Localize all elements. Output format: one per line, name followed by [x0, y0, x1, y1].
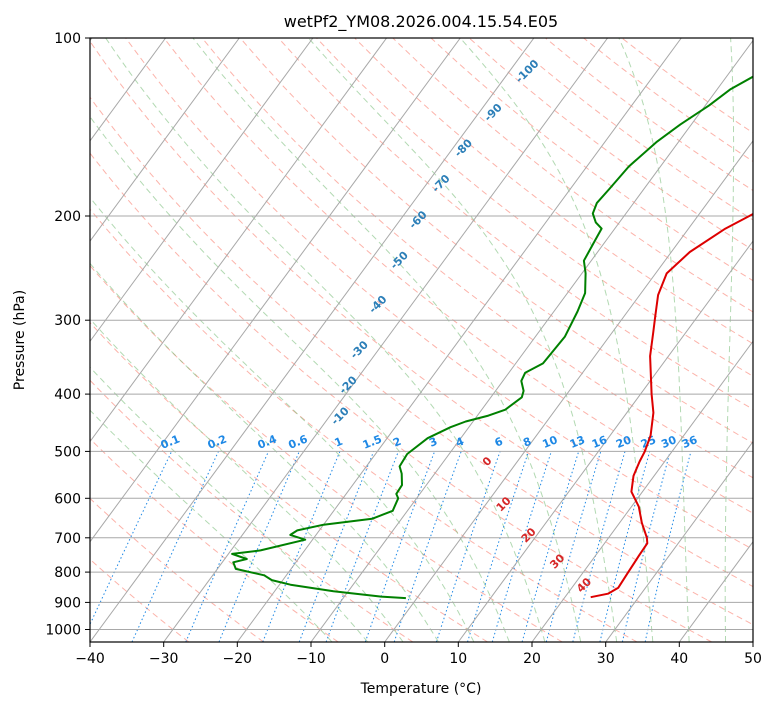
- mixing-ratio-label: 20: [614, 433, 633, 451]
- mixing-ratio-label: 3: [427, 435, 439, 450]
- isotherm-gridline: [90, 38, 388, 443]
- mixing-ratio-line: [545, 451, 602, 642]
- moist-adiabat-line: [105, 38, 546, 642]
- moist-adiabat-line: [90, 262, 439, 642]
- mixing-ratio-line: [621, 451, 671, 642]
- mixing-ratio-line: [185, 451, 269, 642]
- dry-adiabat-line: [90, 40, 753, 588]
- y-axis-ticks: 1000 900 800 700 600 500 400 300 200 100: [45, 31, 90, 639]
- plot-frame: [89, 37, 754, 643]
- mixing-ratio-label: 10: [540, 433, 559, 451]
- isotherm-gridline: [90, 38, 535, 642]
- y-tick-label: 900: [54, 595, 81, 611]
- y-tick-label: 1000: [45, 623, 81, 639]
- mixing-ratio-line: [599, 451, 651, 642]
- dry-adiabat-line: [278, 38, 753, 410]
- mixing-ratio-line: [364, 451, 436, 642]
- dry-adiabat-line: [316, 38, 753, 377]
- chart-title: wetPf2_YM08.2026.004.15.54.E05: [284, 12, 558, 32]
- mixing-ratio-line: [218, 451, 300, 642]
- mixing-ratio-line: [467, 451, 530, 642]
- moist-adiabat-line: [308, 38, 618, 642]
- isotherm-gridline: [90, 38, 314, 343]
- mixing-ratio-label: 13: [568, 433, 587, 451]
- dry-adiabat-line: [90, 208, 638, 642]
- moist-adiabat-line: [90, 318, 404, 642]
- x-tick-label: −10: [296, 651, 326, 667]
- mixing-ratio-line: [572, 451, 626, 642]
- isotherm-gridline: [90, 38, 167, 142]
- mixing-ratio-label: 36: [680, 433, 699, 451]
- moist-adiabat-line: [192, 38, 582, 642]
- mixing-ratio-label: 16: [590, 433, 609, 451]
- mixing-ratio-label: 30: [659, 433, 678, 451]
- isotherm-gridline: [531, 340, 753, 642]
- y-tick-label: 500: [54, 444, 81, 460]
- mixing-ratio-line: [325, 451, 399, 642]
- y-tick-label: 600: [54, 491, 81, 507]
- x-tick-label: 50: [744, 651, 762, 667]
- isotherm-gridline: [163, 38, 609, 642]
- dry-adiabat-line: [163, 38, 753, 514]
- isotherm-gridline: [605, 440, 753, 642]
- isotherm-gridline: [384, 140, 753, 642]
- x-axis-label: Temperature (°C): [360, 681, 482, 697]
- y-tick-label: 300: [54, 313, 81, 329]
- dewpoint-profile-line: [231, 75, 753, 600]
- x-tick-label: −20: [223, 651, 253, 667]
- mixing-ratio-line: [298, 451, 375, 642]
- x-tick-label: −30: [149, 651, 179, 667]
- x-tick-label: 20: [523, 651, 541, 667]
- isotherm-gridline: [457, 240, 753, 642]
- moist-adiabat-line: [459, 38, 654, 642]
- temperature-profile-line: [590, 212, 753, 599]
- moist-adiabat-line: [618, 38, 690, 642]
- mixing-ratio-line: [521, 451, 580, 642]
- y-tick-label: 100: [54, 31, 81, 47]
- y-tick-label: 200: [54, 209, 81, 225]
- dry-adiabat-line: [354, 38, 753, 345]
- dry-adiabat-line: [90, 264, 563, 642]
- y-tick-label: 800: [54, 565, 81, 581]
- x-tick-label: 40: [670, 651, 688, 667]
- mixing-ratio-label: 8: [521, 435, 533, 450]
- isotherm-gridline: [90, 38, 240, 242]
- dry-adiabat-line: [90, 96, 753, 626]
- moist-adiabat-line: [90, 115, 510, 642]
- x-axis-ticks: −40 −30 −20 −10 0 10 20 30 40 50: [75, 642, 762, 667]
- x-tick-label: 0: [380, 651, 389, 667]
- mixing-ratio-line: [262, 451, 341, 642]
- profiles: [231, 75, 753, 600]
- moist-adiabat-line: [90, 409, 333, 642]
- y-axis-label: Pressure (hPa): [12, 290, 28, 390]
- x-tick-label: 30: [597, 651, 615, 667]
- mixing-ratio-label: 2: [391, 435, 403, 450]
- isotherm-gridline: [236, 38, 682, 642]
- x-tick-label: −40: [75, 651, 105, 667]
- y-tick-label: 700: [54, 531, 81, 547]
- moist-adiabat-line: [724, 38, 735, 642]
- y-tick-label: 400: [54, 387, 81, 403]
- mixing-ratio-label: 1: [333, 435, 345, 450]
- x-tick-label: 10: [449, 651, 467, 667]
- dry-adiabat-line: [90, 152, 712, 642]
- mixing-ratio-line: [435, 451, 501, 642]
- isotherm-gridline: [310, 39, 753, 642]
